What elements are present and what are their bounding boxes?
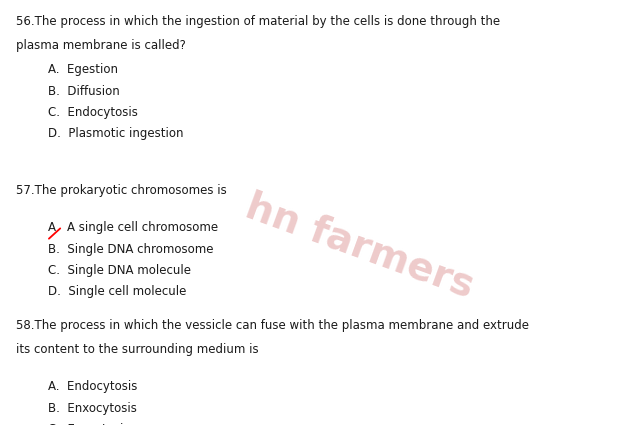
Text: A.  Endocytosis: A. Endocytosis — [48, 380, 137, 394]
Text: C.  Single DNA molecule: C. Single DNA molecule — [48, 264, 191, 277]
Text: 57.The prokaryotic chromosomes is: 57.The prokaryotic chromosomes is — [16, 184, 227, 198]
Text: plasma membrane is called?: plasma membrane is called? — [16, 39, 186, 52]
Text: D.  Plasmotic ingestion: D. Plasmotic ingestion — [48, 127, 184, 140]
Text: A.  Egestion: A. Egestion — [48, 63, 118, 76]
Text: 58.The process in which the vessicle can fuse with the plasma membrane and extru: 58.The process in which the vessicle can… — [16, 319, 529, 332]
Text: B.  Single DNA chromosome: B. Single DNA chromosome — [48, 243, 214, 256]
Text: A.  A single cell chromosome: A. A single cell chromosome — [48, 221, 218, 235]
Text: D.  Single cell molecule: D. Single cell molecule — [48, 285, 187, 298]
Text: its content to the surrounding medium is: its content to the surrounding medium is — [16, 343, 259, 357]
Text: 56.The process in which the ingestion of material by the cells is done through t: 56.The process in which the ingestion of… — [16, 15, 500, 28]
Text: hn farmers: hn farmers — [240, 187, 479, 306]
Text: B.  Diffusion: B. Diffusion — [48, 85, 120, 98]
Text: C.  Endocytosis: C. Endocytosis — [48, 106, 138, 119]
Text: C.  Exocytosis: C. Exocytosis — [48, 423, 130, 425]
Text: B.  Enxocytosis: B. Enxocytosis — [48, 402, 137, 415]
